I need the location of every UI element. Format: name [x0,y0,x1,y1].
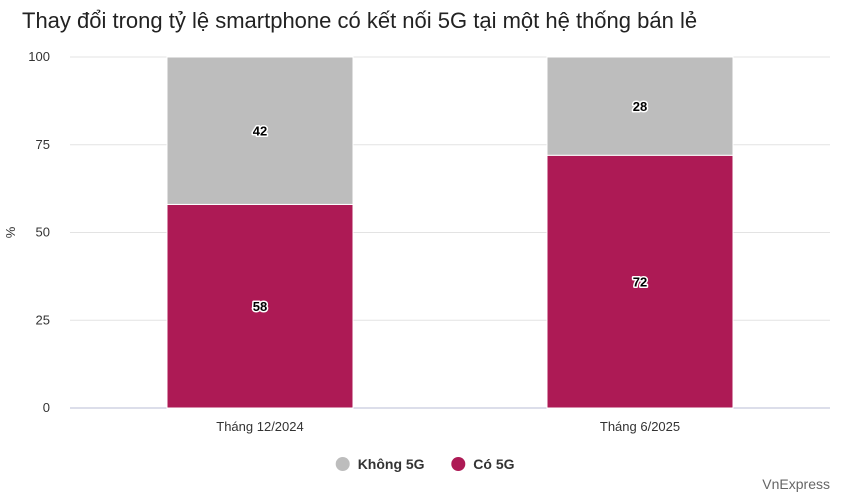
y-tick-label: 0 [43,400,50,415]
data-label: 28 [633,99,647,114]
data-labels: 58 42 72 28 [251,98,648,316]
x-tick-label: Tháng 12/2024 [216,419,303,434]
y-tick-label: 25 [36,312,50,327]
y-axis-label: % [3,226,18,238]
source-credit: VnExpress [762,476,830,492]
legend-label: Có 5G [473,456,514,472]
data-label: 58 [253,299,267,314]
legend-marker [451,457,466,471]
bar-segment [546,154,734,409]
x-tick-label: Tháng 6/2025 [600,419,680,434]
y-tick-label: 100 [28,49,50,64]
data-label: 42 [253,124,267,139]
y-tick-label: 75 [36,137,50,152]
y-tick-label: 50 [36,225,50,240]
bar-segment [546,56,734,156]
bar-segment [166,56,354,205]
legend-label: Không 5G [358,456,425,472]
bar-segment [166,203,354,409]
data-label: 72 [633,275,647,290]
legend: Không 5G Có 5G [335,456,515,472]
chart-title: Thay đổi trong tỷ lệ smartphone có kết n… [22,8,698,33]
bars [166,56,734,409]
legend-marker [335,457,350,471]
